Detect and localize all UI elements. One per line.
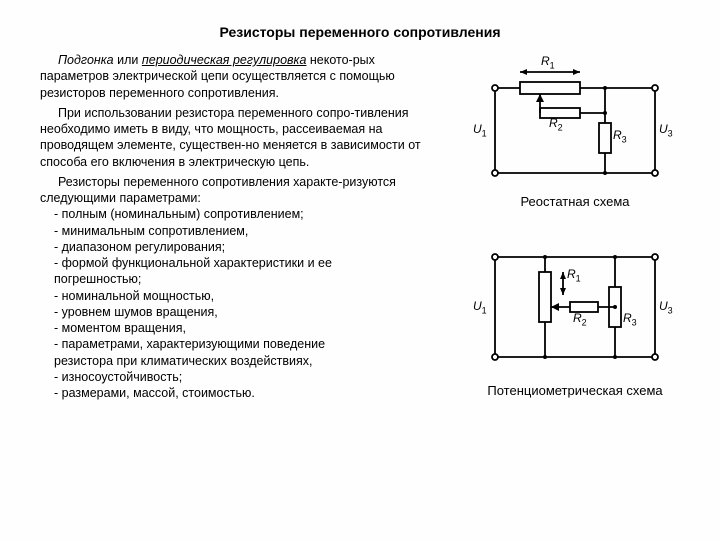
content-row: Подгонка или периодическая регулировка н…	[0, 48, 720, 401]
paragraph-2: При использовании резистора переменного …	[40, 101, 440, 170]
caption-potentiometer: Потенциометрическая схема	[475, 377, 675, 398]
label-r2: R2	[573, 311, 587, 327]
list-item: резистора при климатических воздействиях…	[54, 353, 440, 369]
label-u1: U1	[473, 122, 487, 138]
label-r3: R3	[613, 128, 627, 144]
list-item: - номинальной мощностью,	[54, 288, 440, 304]
paragraph-1: Подгонка или периодическая регулировка н…	[40, 48, 440, 101]
para1-join: или	[114, 53, 142, 67]
label-u3: U3	[659, 122, 673, 138]
list-item: - диапазоном регулирования;	[54, 239, 440, 255]
list-item: - параметрами, характеризующими поведени…	[54, 336, 440, 352]
text-column: Подгонка или периодическая регулировка н…	[40, 48, 440, 401]
label-r3: R3	[623, 311, 637, 327]
list-item: - формой функциональной характеристики и…	[54, 255, 440, 271]
paragraph-3-lead: Резисторы переменного сопротивления хара…	[40, 170, 440, 207]
label-r1: R1	[567, 267, 581, 283]
param-list: - полным (номинальным) сопротивлением; -…	[40, 206, 440, 401]
caption-rheostat: Реостатная схема	[475, 188, 675, 209]
list-item: - износоустойчивость;	[54, 369, 440, 385]
label-r1: R1	[541, 54, 555, 70]
label-u3: U3	[659, 299, 673, 315]
list-item: - моментом вращения,	[54, 320, 440, 336]
list-item: погрешностью;	[54, 271, 440, 287]
list-item: - минимальным сопротивлением,	[54, 223, 440, 239]
diagram-column: U1 U3 R1 R2 R3 Реостатная схема	[440, 48, 690, 401]
page-title: Резисторы переменного сопротивления	[0, 0, 720, 48]
list-item: - размерами, массой, стоимостью.	[54, 385, 440, 401]
list-item: - уровнем шумов вращения,	[54, 304, 440, 320]
diagram-potentiometer: U1 U3 R1 R2 R3 Потенциометрическая схема	[475, 237, 675, 398]
para1-lead: Подгонка	[58, 53, 114, 67]
list-item: - полным (номинальным) сопротивлением;	[54, 206, 440, 222]
label-r2: R2	[549, 116, 563, 132]
label-u1: U1	[473, 299, 487, 315]
para1-underline: периодическая регулировка	[142, 53, 307, 67]
diagram-rheostat: U1 U3 R1 R2 R3 Реостатная схема	[475, 58, 675, 209]
